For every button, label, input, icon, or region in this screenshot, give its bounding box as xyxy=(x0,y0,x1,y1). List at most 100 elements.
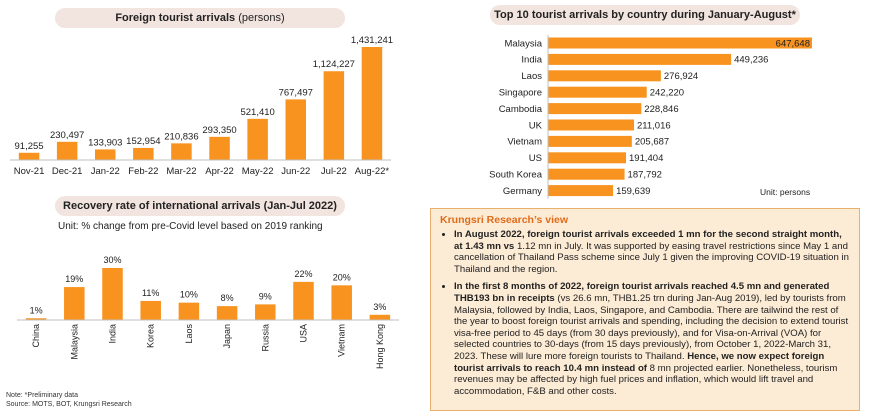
recovery-chart-subtitle: Unit: % change from pre-Covid level base… xyxy=(58,221,323,232)
arrivals-value-label: 293,350 xyxy=(202,125,236,136)
top10-value-label: 191,404 xyxy=(629,153,663,164)
arrivals-category-label: Jan-22 xyxy=(91,166,120,177)
bullet1-seg-0: In August 2022, foreign tourist arrivals… xyxy=(454,229,842,252)
recovery-category-label: Japan xyxy=(222,324,232,349)
arrivals-value-label: 210,836 xyxy=(164,131,198,142)
arrivals-category-label: Mar-22 xyxy=(166,166,196,177)
top10-title-main: Top 10 tourist arrivals by country durin… xyxy=(494,9,796,21)
top10-bar xyxy=(548,168,625,180)
top10-bar xyxy=(548,70,661,82)
arrivals-category-label: Aug-22* xyxy=(355,166,390,177)
bullet2-seg-1: (vs 26.6 mn, THB1.25 trn during Jan-Aug … xyxy=(554,292,760,304)
recovery-title-main: Recovery rate of international arrivals … xyxy=(63,200,337,212)
arrivals-category-label: Dec-21 xyxy=(52,166,83,177)
arrivals-bar xyxy=(285,99,306,160)
top10-category-label: Cambodia xyxy=(499,104,543,115)
recovery-bar-chart: 1% China 19% Malaysia 30% India 11% Korea 10% Lao… xyxy=(17,255,399,369)
arrivals-category-label: Jun-22 xyxy=(281,166,310,177)
arrivals-bar xyxy=(18,152,40,160)
arrivals-bar-chart: 91,255 Nov-21 230,497 Dec-21 133,903 Jan-22 15… xyxy=(10,35,393,177)
top10-value-label: 211,016 xyxy=(637,120,671,131)
top10-unit-label: Unit: persons xyxy=(760,187,810,197)
top10-bar-chart: Malaysia 647,648 India 449,236 Laos 276,924 Si… xyxy=(489,35,812,199)
recovery-bar xyxy=(64,287,85,320)
research-view-panel: Krungsri Research’s view In August 2022,… xyxy=(430,208,860,411)
top10-bar xyxy=(548,185,614,197)
top10-bar xyxy=(548,103,642,115)
recovery-category-label: China xyxy=(31,324,41,348)
recovery-bar xyxy=(216,306,238,320)
arrivals-value-label: 521,410 xyxy=(240,107,274,118)
top10-category-label: Malaysia xyxy=(505,38,543,49)
arrivals-category-label: May-22 xyxy=(242,166,274,177)
top10-value-label: 276,924 xyxy=(664,71,698,82)
research-view-title: Krungsri Research’s view xyxy=(440,214,568,226)
recovery-bar xyxy=(331,285,352,320)
arrivals-value-label: 1,124,227 xyxy=(313,59,355,70)
recovery-bar xyxy=(369,314,391,320)
arrivals-value-label: 1,431,241 xyxy=(351,35,393,46)
top10-category-label: Laos xyxy=(521,71,542,82)
arrivals-category-label: Feb-22 xyxy=(128,166,158,177)
arrivals-value-label: 152,954 xyxy=(126,136,160,147)
top10-value-label: 159,639 xyxy=(616,186,650,197)
bullet2-seg-5: 8 mn projected earlier. Nonetheless, tou… xyxy=(454,362,838,397)
recovery-category-label: Laos xyxy=(184,324,194,344)
top10-value-label: 187,792 xyxy=(628,170,662,181)
bullet2-seg-2: , led by tourists from xyxy=(759,292,846,304)
arrivals-category-label: Jul-22 xyxy=(321,166,347,177)
top10-category-label: India xyxy=(521,55,542,66)
note-source: Source: MOTS, BOT, Krungsri Research xyxy=(6,401,132,408)
top10-category-label: Singapore xyxy=(499,88,542,99)
recovery-value-label: 19% xyxy=(65,274,83,284)
top10-value-label: 647,648 xyxy=(776,38,810,49)
arrivals-bar xyxy=(247,118,268,160)
arrivals-bar xyxy=(209,136,230,160)
bullet2-seg-3: Malaysia, followed by India, Laos, Singa… xyxy=(454,304,849,362)
arrivals-category-label: Apr-22 xyxy=(205,166,234,177)
top10-value-label: 449,236 xyxy=(734,55,768,66)
recovery-value-label: 9% xyxy=(259,291,272,301)
top10-bar xyxy=(548,86,647,98)
recovery-bar xyxy=(25,318,47,320)
top10-category-label: UK xyxy=(529,120,543,131)
arrivals-bar xyxy=(133,147,154,160)
arrivals-value-label: 133,903 xyxy=(88,137,122,148)
arrivals-bar xyxy=(171,143,192,160)
top10-bar xyxy=(548,135,632,147)
recovery-bar xyxy=(255,304,276,320)
note-preliminary: Note: *Preliminary data xyxy=(6,392,78,399)
top10-value-label: 242,220 xyxy=(650,88,684,99)
bullet2-seg-0: In the first 8 months of 2022, foreign t… xyxy=(454,281,830,304)
arrivals-title-suffix: (persons) xyxy=(238,12,285,24)
arrivals-title-main: Foreign tourist arrivals xyxy=(115,12,236,24)
top10-chart-title: Top 10 tourist arrivals by country durin… xyxy=(490,5,800,25)
recovery-category-label: Korea xyxy=(146,324,156,348)
recovery-category-label: USA xyxy=(299,324,309,343)
top10-category-label: Vietnam xyxy=(507,137,542,148)
top10-bar xyxy=(548,37,812,49)
recovery-value-label: 3% xyxy=(373,302,386,312)
recovery-category-label: Russia xyxy=(260,324,270,352)
top10-value-label: 205,687 xyxy=(635,137,669,148)
research-bullet-1: In August 2022, foreign tourist arrivals… xyxy=(454,229,851,275)
recovery-category-label: Vietnam xyxy=(337,324,347,357)
recovery-value-label: 30% xyxy=(103,255,121,265)
top10-value-label: 228,846 xyxy=(644,104,678,115)
recovery-value-label: 1% xyxy=(30,305,43,315)
recovery-bar xyxy=(178,302,200,320)
arrivals-bar xyxy=(95,149,116,160)
top10-category-label: Germany xyxy=(503,186,542,197)
top10-bar xyxy=(548,152,627,164)
recovery-bar xyxy=(102,268,123,320)
arrivals-chart-title: Foreign tourist arrivals (persons) xyxy=(55,8,345,28)
arrivals-bar xyxy=(361,47,383,160)
recovery-category-label: India xyxy=(108,324,118,344)
top10-category-label: South Korea xyxy=(489,170,543,181)
top10-bar xyxy=(548,53,732,65)
arrivals-bar xyxy=(56,141,78,160)
arrivals-value-label: 230,497 xyxy=(50,130,84,141)
recovery-value-label: 10% xyxy=(180,290,198,300)
recovery-value-label: 8% xyxy=(221,293,234,303)
arrivals-bar xyxy=(323,71,345,160)
